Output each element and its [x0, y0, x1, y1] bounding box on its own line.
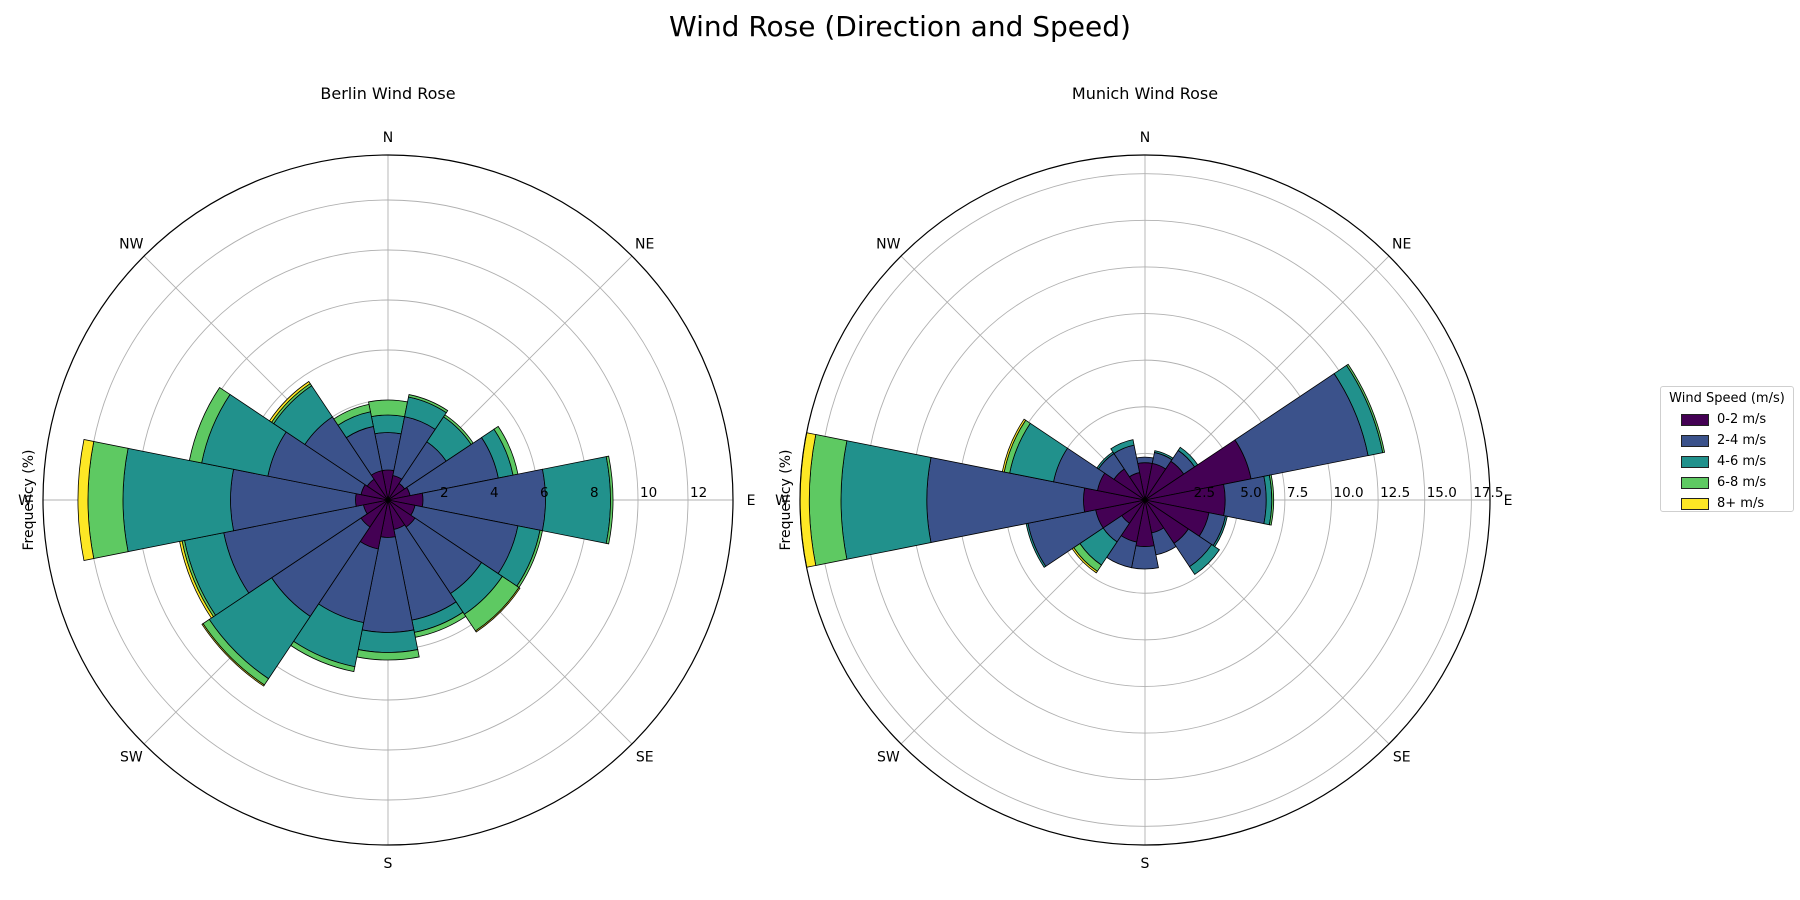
bar-segment [201, 623, 265, 687]
polar-chart-1: 2 4 6 8 10 12 N NE E SE S SW W NW Berlin Wind Rose Freq… [18, 84, 755, 872]
y-axis-label: Frequency (%) [778, 449, 794, 550]
bar-segment [1346, 363, 1386, 454]
direction-label: W [18, 493, 32, 509]
radial-tick-label: 5.0 [1240, 485, 1261, 501]
bar-segment [368, 399, 408, 418]
direction-label: SW [120, 750, 143, 766]
polar-chart-2: 2.5 5.0 7.5 10.0 12.5 15.0 17.5 N NE E SE S SW W NW Mun… [775, 84, 1512, 872]
direction-label: NE [635, 236, 654, 252]
legend-label: 8+ m/s [1717, 496, 1765, 511]
legend-label: 2-4 m/s [1717, 433, 1767, 448]
direction-label: E [1504, 493, 1513, 509]
radial-tick-label: 8 [590, 485, 599, 501]
legend-swatch [1681, 476, 1709, 489]
radial-tick-label: 6 [540, 485, 549, 501]
legend-item: 0-2 m/s [1661, 409, 1793, 430]
bar-segment [370, 414, 406, 435]
radial-tick-label: 15.0 [1427, 485, 1457, 501]
radial-tick-label: 7.5 [1287, 485, 1308, 501]
legend-label: 6-8 m/s [1717, 475, 1767, 490]
bar-segment [542, 456, 611, 544]
bar-segment [1110, 439, 1135, 455]
bar-segment [408, 394, 449, 414]
legend-swatch [1681, 497, 1709, 510]
radial-tick-label: 10.0 [1333, 485, 1363, 501]
direction-label: SW [877, 750, 900, 766]
bar-segment [333, 403, 371, 426]
legend-item: 4-6 m/s [1661, 451, 1793, 472]
legend-item: 8+ m/s [1661, 493, 1793, 514]
legend-title: Wind Speed (m/s) [1669, 391, 1785, 406]
direction-label: SE [636, 750, 654, 766]
radial-tick-label: 10 [640, 485, 657, 501]
legend-swatch [1681, 455, 1709, 468]
direction-label: E [747, 493, 756, 509]
subplot-title: Berlin Wind Rose [320, 84, 455, 103]
radial-tick-label: 17.5 [1473, 485, 1503, 501]
polar-frame [799, 154, 1491, 846]
bar-segment [474, 586, 521, 633]
legend-swatch [1681, 413, 1709, 426]
direction-label: N [1140, 130, 1150, 146]
direction-label: NE [1392, 236, 1411, 252]
y-axis-label: Frequency (%) [21, 449, 37, 550]
radial-tick-label: 2.5 [1194, 485, 1215, 501]
legend-item: 2-4 m/s [1661, 430, 1793, 451]
bar-segment [188, 386, 231, 464]
bar-segment [87, 441, 129, 559]
direction-label: W [775, 493, 789, 509]
radial-tick-label: 12 [690, 485, 707, 501]
subplot-title: Munich Wind Rose [1072, 84, 1218, 103]
bar-segment [268, 380, 311, 423]
direction-label: S [1141, 856, 1150, 872]
direction-label: S [384, 856, 393, 872]
bar-segment [809, 434, 848, 566]
radial-tick-label: 2 [440, 485, 449, 501]
legend-label: 0-2 m/s [1717, 412, 1767, 427]
polar-frame [42, 154, 734, 846]
direction-label: NW [119, 236, 143, 252]
direction-label: SE [1393, 750, 1411, 766]
bar-segment [605, 455, 614, 545]
radial-tick-label: 12.5 [1380, 485, 1410, 501]
figure-title: Wind Rose (Direction and Speed) [669, 10, 1131, 43]
bar-segment [1188, 543, 1220, 575]
radial-tick-label: 4 [490, 485, 499, 501]
legend-swatch [1681, 434, 1709, 447]
legend-item: 6-8 m/s [1661, 472, 1793, 493]
bar-segment [77, 439, 95, 561]
bar-segment [1136, 456, 1154, 464]
bar-segment [357, 629, 419, 653]
direction-label: NW [876, 236, 900, 252]
direction-label: N [383, 130, 393, 146]
bar-segment [1268, 474, 1275, 526]
legend-label: 4-6 m/s [1717, 454, 1767, 469]
bar-segment [840, 440, 932, 560]
bar-segment [1001, 418, 1027, 473]
legend: Wind Speed (m/s) 0-2 m/s 2-4 m/s 4-6 m/s… [1660, 386, 1794, 512]
